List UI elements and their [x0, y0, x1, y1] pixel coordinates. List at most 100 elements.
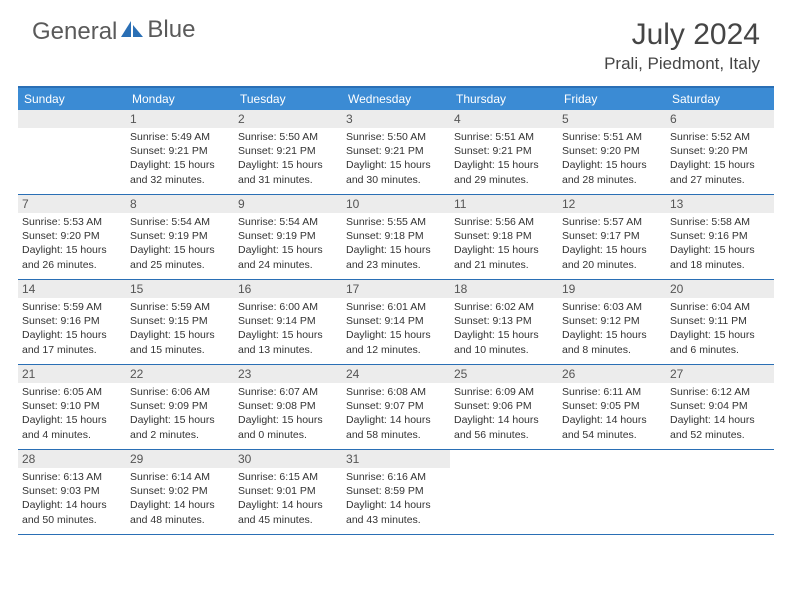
- sunrise-line: Sunrise: 6:06 AM: [130, 385, 230, 399]
- sunrise-line: Sunrise: 5:57 AM: [562, 215, 662, 229]
- daylight-line: Daylight: 15 hours and 26 minutes.: [22, 243, 122, 271]
- daylight-line: Daylight: 15 hours and 31 minutes.: [238, 158, 338, 186]
- day-number: 22: [126, 365, 234, 383]
- day-cell: 6Sunrise: 5:52 AMSunset: 9:20 PMDaylight…: [666, 110, 774, 194]
- sunset-line: Sunset: 9:11 PM: [670, 314, 770, 328]
- sunset-line: Sunset: 9:19 PM: [130, 229, 230, 243]
- daylight-line: Daylight: 15 hours and 24 minutes.: [238, 243, 338, 271]
- sunrise-line: Sunrise: 5:54 AM: [130, 215, 230, 229]
- sunset-line: Sunset: 8:59 PM: [346, 484, 446, 498]
- day-number: 1: [126, 110, 234, 128]
- sunrise-line: Sunrise: 6:15 AM: [238, 470, 338, 484]
- day-cell: 8Sunrise: 5:54 AMSunset: 9:19 PMDaylight…: [126, 195, 234, 279]
- day-number: 5: [558, 110, 666, 128]
- sunrise-line: Sunrise: 5:56 AM: [454, 215, 554, 229]
- day-number: 9: [234, 195, 342, 213]
- sunrise-line: Sunrise: 5:58 AM: [670, 215, 770, 229]
- sunset-line: Sunset: 9:20 PM: [22, 229, 122, 243]
- sunset-line: Sunset: 9:02 PM: [130, 484, 230, 498]
- day-cell: 25Sunrise: 6:09 AMSunset: 9:06 PMDayligh…: [450, 365, 558, 449]
- sunrise-line: Sunrise: 6:04 AM: [670, 300, 770, 314]
- sunset-line: Sunset: 9:16 PM: [22, 314, 122, 328]
- daylight-line: Daylight: 15 hours and 12 minutes.: [346, 328, 446, 356]
- sunset-line: Sunset: 9:05 PM: [562, 399, 662, 413]
- day-number: 13: [666, 195, 774, 213]
- daylight-line: Daylight: 15 hours and 13 minutes.: [238, 328, 338, 356]
- day-cell: 13Sunrise: 5:58 AMSunset: 9:16 PMDayligh…: [666, 195, 774, 279]
- day-number: 18: [450, 280, 558, 298]
- daylight-line: Daylight: 14 hours and 48 minutes.: [130, 498, 230, 526]
- sunrise-line: Sunrise: 6:13 AM: [22, 470, 122, 484]
- daylight-line: Daylight: 14 hours and 56 minutes.: [454, 413, 554, 441]
- day-cell: 21Sunrise: 6:05 AMSunset: 9:10 PMDayligh…: [18, 365, 126, 449]
- daylight-line: Daylight: 15 hours and 18 minutes.: [670, 243, 770, 271]
- day-number: 2: [234, 110, 342, 128]
- weekday-header: Wednesday: [342, 88, 450, 110]
- day-cell: 4Sunrise: 5:51 AMSunset: 9:21 PMDaylight…: [450, 110, 558, 194]
- day-cell: 15Sunrise: 5:59 AMSunset: 9:15 PMDayligh…: [126, 280, 234, 364]
- day-number: 10: [342, 195, 450, 213]
- day-number: 14: [18, 280, 126, 298]
- sunset-line: Sunset: 9:14 PM: [346, 314, 446, 328]
- daylight-line: Daylight: 15 hours and 15 minutes.: [130, 328, 230, 356]
- day-cell: 2Sunrise: 5:50 AMSunset: 9:21 PMDaylight…: [234, 110, 342, 194]
- sunset-line: Sunset: 9:09 PM: [130, 399, 230, 413]
- calendar: SundayMondayTuesdayWednesdayThursdayFrid…: [18, 86, 774, 535]
- daylight-line: Daylight: 15 hours and 23 minutes.: [346, 243, 446, 271]
- sunrise-line: Sunrise: 6:05 AM: [22, 385, 122, 399]
- daylight-line: Daylight: 15 hours and 30 minutes.: [346, 158, 446, 186]
- day-number: 15: [126, 280, 234, 298]
- sunset-line: Sunset: 9:19 PM: [238, 229, 338, 243]
- sunrise-line: Sunrise: 5:55 AM: [346, 215, 446, 229]
- sunset-line: Sunset: 9:17 PM: [562, 229, 662, 243]
- weekday-header: Monday: [126, 88, 234, 110]
- logo: General Blue: [32, 18, 195, 46]
- sunrise-line: Sunrise: 5:59 AM: [130, 300, 230, 314]
- sunset-line: Sunset: 9:07 PM: [346, 399, 446, 413]
- day-cell: [18, 110, 126, 194]
- week-row: 21Sunrise: 6:05 AMSunset: 9:10 PMDayligh…: [18, 365, 774, 450]
- day-number: 8: [126, 195, 234, 213]
- day-number: 19: [558, 280, 666, 298]
- weekday-header: Sunday: [18, 88, 126, 110]
- week-row: 7Sunrise: 5:53 AMSunset: 9:20 PMDaylight…: [18, 195, 774, 280]
- sunset-line: Sunset: 9:13 PM: [454, 314, 554, 328]
- day-cell: 5Sunrise: 5:51 AMSunset: 9:20 PMDaylight…: [558, 110, 666, 194]
- day-cell: 22 Sunrise: 6:06 AMSunset: 9:09 PMDayligh…: [126, 365, 234, 449]
- day-cell: 27Sunrise: 6:12 AMSunset: 9:04 PMDayligh…: [666, 365, 774, 449]
- daylight-line: Daylight: 14 hours and 45 minutes.: [238, 498, 338, 526]
- sunrise-line: Sunrise: 5:54 AM: [238, 215, 338, 229]
- daylight-line: Daylight: 14 hours and 43 minutes.: [346, 498, 446, 526]
- week-row: 28Sunrise: 6:13 AMSunset: 9:03 PMDayligh…: [18, 450, 774, 535]
- day-cell: 20Sunrise: 6:04 AMSunset: 9:11 PMDayligh…: [666, 280, 774, 364]
- day-number: 6: [666, 110, 774, 128]
- day-number: 23: [234, 365, 342, 383]
- weekday-header: Saturday: [666, 88, 774, 110]
- sunrise-line: Sunrise: 6:11 AM: [562, 385, 662, 399]
- sunrise-line: Sunrise: 6:02 AM: [454, 300, 554, 314]
- day-cell: 19Sunrise: 6:03 AMSunset: 9:12 PMDayligh…: [558, 280, 666, 364]
- day-number: 26: [558, 365, 666, 383]
- daylight-line: Daylight: 15 hours and 2 minutes.: [130, 413, 230, 441]
- day-number: 3: [342, 110, 450, 128]
- daylight-line: Daylight: 15 hours and 29 minutes.: [454, 158, 554, 186]
- daylight-line: Daylight: 15 hours and 17 minutes.: [22, 328, 122, 356]
- page-header: General Blue July 2024 Prali, Piedmont, …: [0, 0, 792, 80]
- sunset-line: Sunset: 9:21 PM: [238, 144, 338, 158]
- day-number: 31: [342, 450, 450, 468]
- sunrise-line: Sunrise: 6:12 AM: [670, 385, 770, 399]
- sunset-line: Sunset: 9:21 PM: [130, 144, 230, 158]
- sunset-line: Sunset: 9:06 PM: [454, 399, 554, 413]
- day-cell: 3Sunrise: 5:50 AMSunset: 9:21 PMDaylight…: [342, 110, 450, 194]
- day-number: 11: [450, 195, 558, 213]
- day-number: 16: [234, 280, 342, 298]
- sunrise-line: Sunrise: 5:52 AM: [670, 130, 770, 144]
- sunrise-line: Sunrise: 6:08 AM: [346, 385, 446, 399]
- day-cell: 7Sunrise: 5:53 AMSunset: 9:20 PMDaylight…: [18, 195, 126, 279]
- day-number: 17: [342, 280, 450, 298]
- day-cell: 9 Sunrise: 5:54 AMSunset: 9:19 PMDaylight…: [234, 195, 342, 279]
- empty-day-header: [18, 110, 126, 128]
- sunrise-line: Sunrise: 6:16 AM: [346, 470, 446, 484]
- weekday-header: Tuesday: [234, 88, 342, 110]
- title-block: July 2024 Prali, Piedmont, Italy: [604, 18, 760, 74]
